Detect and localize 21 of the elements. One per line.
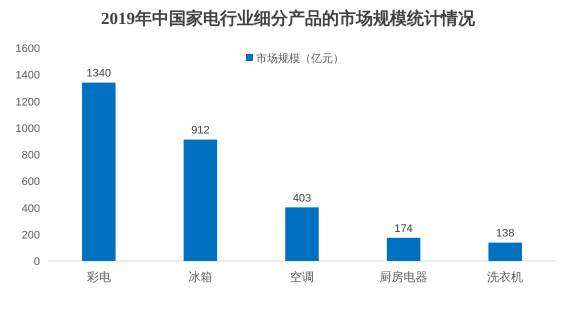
x-tick-label: 空调: [290, 270, 314, 284]
data-label: 138: [496, 228, 514, 240]
y-tick-label: 1400: [16, 70, 40, 82]
legend-label: 市场规模（亿元）: [256, 52, 344, 65]
y-tick-label: 800: [22, 150, 40, 162]
data-label: 1340: [86, 68, 112, 80]
y-tick-label: 1000: [16, 122, 40, 135]
data-label: 174: [394, 222, 413, 235]
y-tick-label: 600: [22, 176, 40, 188]
x-tick-label: 厨房电器: [380, 270, 428, 284]
title: 2019年中国家电行业细分产品的市场规模统计情况: [101, 9, 475, 28]
data-label: 912: [191, 124, 210, 137]
x-tick-label: 冰箱: [188, 270, 212, 284]
x-tick-label: 洗衣机: [487, 270, 524, 284]
x-tick-label: 彩电: [86, 270, 111, 284]
y-tick-label: 1600: [16, 43, 40, 55]
y-tick-label: 200: [22, 229, 40, 242]
y-tick-label: 0: [34, 256, 40, 268]
y-tick-label: 1200: [16, 96, 40, 108]
y-tick-label: 400: [22, 202, 40, 215]
data-label: 403: [292, 192, 312, 204]
